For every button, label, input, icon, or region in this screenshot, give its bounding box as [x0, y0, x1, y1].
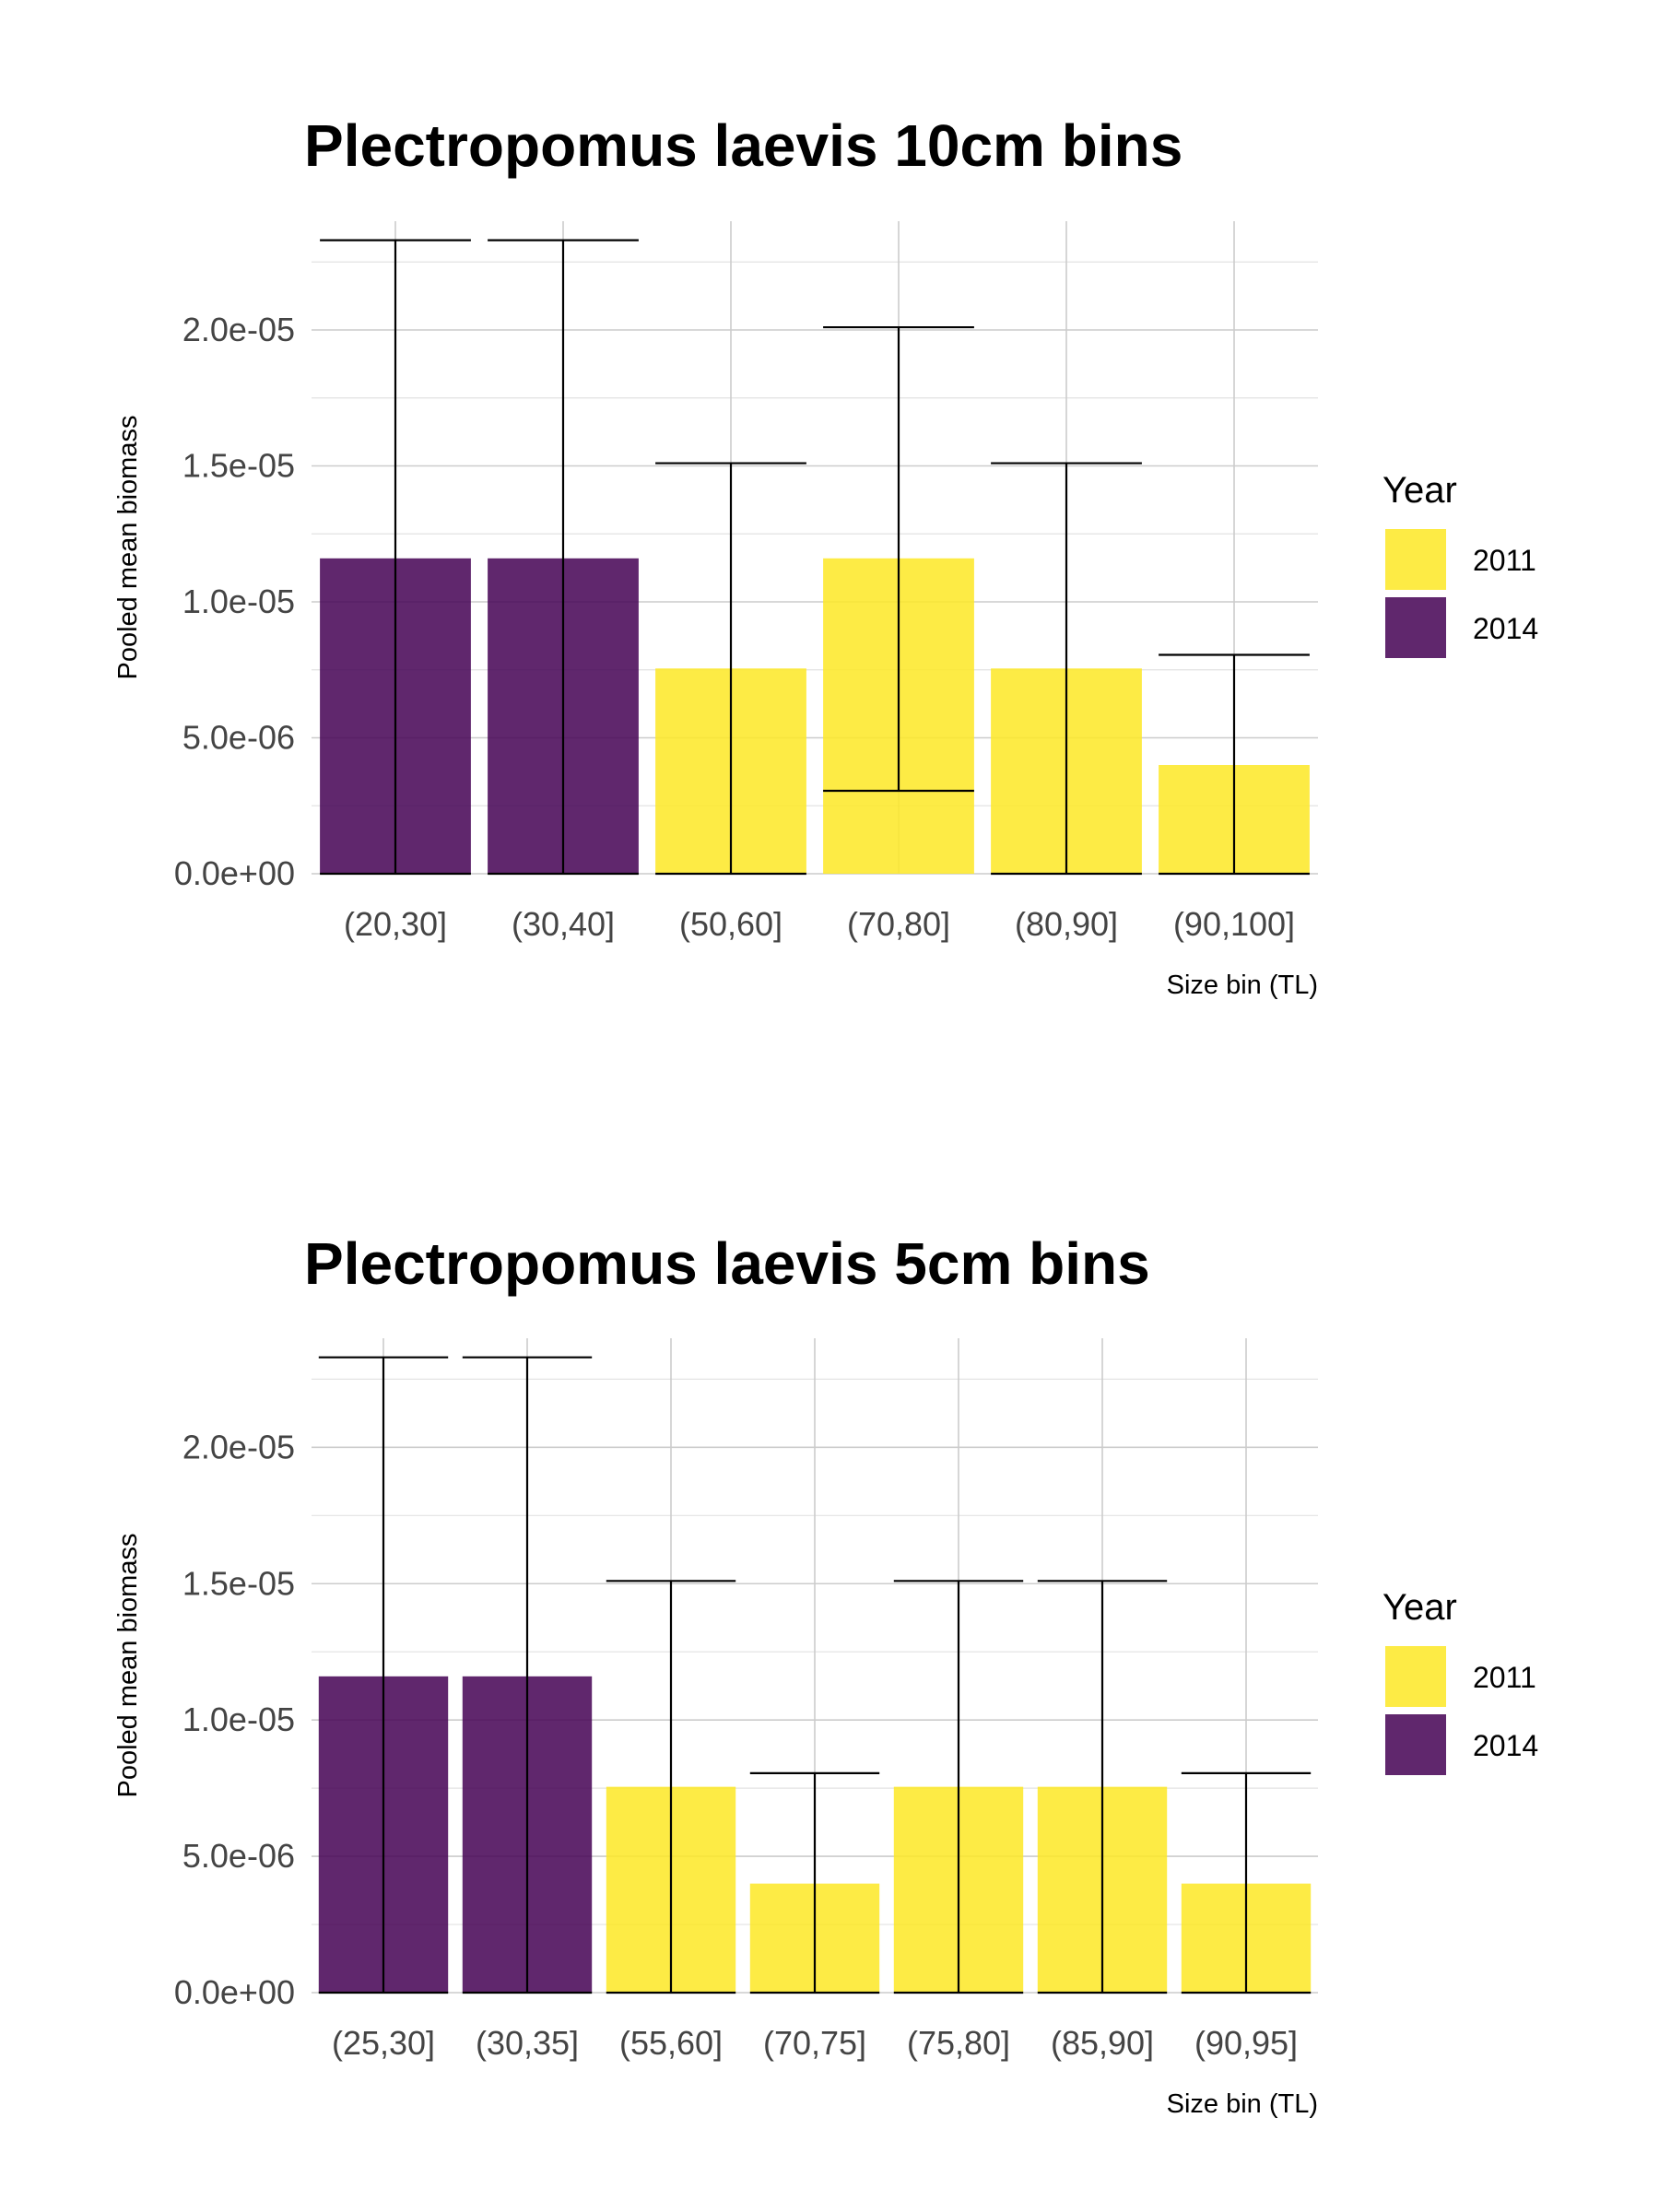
error-bar-(90,95]	[1181, 1771, 1312, 1994]
legend-title: Year	[1382, 470, 1457, 511]
legend-swatch-2011	[1385, 529, 1446, 590]
error-bar-(25,30]	[318, 1356, 449, 1994]
legend-title: Year	[1382, 1587, 1457, 1628]
x-tick-label: (20,30]	[344, 905, 447, 943]
legend: Year 2011 2014	[1382, 1587, 1538, 1775]
error-bar-(55,60]	[606, 1580, 736, 1994]
y-tick-label: 5.0e-06	[182, 1837, 295, 1875]
x-tick-label: (30,35]	[476, 2024, 579, 2062]
x-tick-label: (70,80]	[847, 905, 950, 943]
legend-label-2011: 2011	[1473, 544, 1536, 577]
y-axis-label: Pooled mean biomass	[113, 1534, 143, 1798]
x-tick-label: (50,60]	[679, 905, 782, 943]
x-tick-label: (55,60]	[619, 2024, 723, 2062]
y-tick-label: 2.0e-05	[182, 311, 295, 348]
y-tick-label: 1.0e-05	[182, 582, 295, 620]
y-tick-label: 2.0e-05	[182, 1428, 295, 1465]
error-bar-(30,35]	[462, 1356, 593, 1994]
error-bar-(70,75]	[749, 1771, 880, 1994]
error-bar-(70,80]	[823, 325, 974, 793]
legend-label-2014: 2014	[1473, 1729, 1538, 1762]
error-bar-(90,100]	[1159, 653, 1310, 876]
error-bar-(30,40]	[488, 239, 639, 876]
x-tick-label: (85,90]	[1051, 2024, 1154, 2062]
legend-label-2011: 2011	[1473, 1661, 1536, 1694]
x-axis-label: Size bin (TL)	[1167, 971, 1318, 1000]
error-bar-(85,90]	[1037, 1580, 1168, 1994]
y-tick-label: 1.0e-05	[182, 1700, 295, 1738]
error-bar-(20,30]	[320, 239, 471, 876]
legend-swatch-2014	[1385, 1714, 1446, 1775]
x-tick-label: (80,90]	[1015, 905, 1118, 943]
y-tick-label: 0.0e+00	[174, 854, 295, 892]
chart-title: Plectropomus laevis 5cm bins	[304, 1230, 1150, 1297]
x-tick-label: (75,80]	[907, 2024, 1010, 2062]
x-tick-label: (70,75]	[763, 2024, 866, 2062]
error-bar-(75,80]	[893, 1580, 1024, 1994]
y-tick-label: 5.0e-06	[182, 719, 295, 757]
y-tick-label: 0.0e+00	[174, 1973, 295, 2011]
x-tick-label: (90,100]	[1173, 905, 1295, 943]
x-tick-label: (90,95]	[1194, 2024, 1298, 2062]
x-tick-label: (30,40]	[512, 905, 615, 943]
legend-label-2014: 2014	[1473, 612, 1538, 645]
legend-swatch-2014	[1385, 597, 1446, 658]
x-tick-label: (25,30]	[332, 2024, 435, 2062]
error-bar-(50,60]	[655, 462, 806, 876]
x-axis-label: Size bin (TL)	[1167, 2089, 1318, 2119]
error-bar-(80,90]	[991, 462, 1142, 876]
y-tick-label: 1.5e-05	[182, 1564, 295, 1602]
legend: Year 2011 2014	[1382, 470, 1538, 658]
chart-panel-1: Plectropomus laevis 10cm bins 0.0e+00 5.0e…	[113, 112, 1538, 1000]
y-tick-label: 1.5e-05	[182, 447, 295, 485]
chart-panel-2: Plectropomus laevis 5cm bins 0.0e+00 5.0e-…	[113, 1230, 1538, 2119]
legend-swatch-2011	[1385, 1646, 1446, 1707]
chart-title: Plectropomus laevis 10cm bins	[304, 112, 1182, 179]
y-axis-label: Pooled mean biomass	[113, 416, 143, 680]
